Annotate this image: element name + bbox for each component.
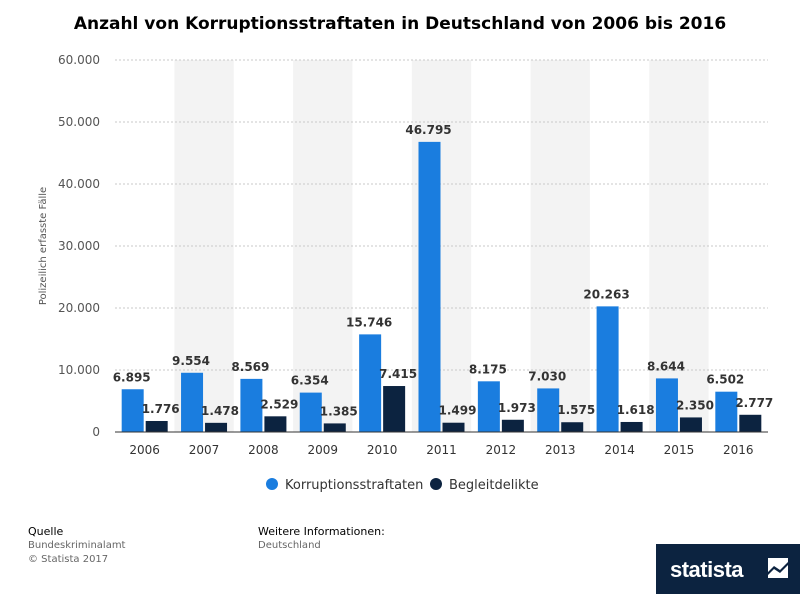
bar-korruption-2006[interactable] (121, 389, 144, 432)
data-label: 1.776 (142, 402, 180, 416)
x-tick-label: 2009 (307, 443, 338, 457)
gridlines (115, 59, 768, 371)
legend-marker (430, 478, 442, 490)
bar-korruption-2013[interactable] (537, 388, 560, 432)
data-label: 2.777 (735, 396, 773, 410)
legend-label[interactable]: Begleitdelikte (449, 478, 539, 493)
data-label: 8.644 (647, 359, 685, 373)
info-text: Deutschland (258, 540, 321, 551)
x-tick-label: 2010 (367, 443, 398, 457)
x-tick-label: 2014 (604, 443, 635, 457)
bar-korruption-2010[interactable] (359, 334, 382, 432)
x-tick-label: 2006 (129, 443, 160, 457)
y-tick-label: 30.000 (58, 239, 100, 253)
data-label: 9.554 (172, 354, 210, 368)
legend-label[interactable]: Korruptionsstraftaten (285, 478, 423, 493)
bar-korruption-2008[interactable] (240, 378, 263, 432)
y-tick-label: 10.000 (58, 363, 100, 377)
logo-text: statista (670, 557, 744, 582)
data-label: 7.030 (528, 369, 566, 383)
bar-korruption-2012[interactable] (477, 381, 500, 432)
x-tick-label: 2012 (486, 443, 517, 457)
chart-title: Anzahl von Korruptionsstraftaten in Deut… (73, 14, 727, 34)
y-tick-label: 0 (92, 425, 100, 439)
bar-begleit-2013[interactable] (561, 422, 584, 432)
bar-korruption-2009[interactable] (299, 392, 322, 432)
data-label: 1.575 (557, 403, 595, 417)
data-label: 1.478 (201, 404, 239, 418)
bar-korruption-2014[interactable] (596, 306, 619, 432)
legend: Korruptionsstraftaten Begleitdelikte (266, 478, 539, 493)
statista-mark-icon (768, 558, 788, 578)
y-axis-ticks: 0 10.000 20.000 30.000 40.000 50.000 60.000 (58, 53, 100, 439)
y-axis-label: Polizeilich erfasste Fälle (38, 187, 49, 305)
data-label: 15.746 (346, 315, 392, 329)
bar-begleit-2008[interactable] (264, 416, 287, 432)
bar-begleit-2014[interactable] (620, 421, 643, 432)
data-label: 8.175 (469, 362, 507, 376)
data-label: 6.354 (291, 374, 329, 388)
y-tick-label: 50.000 (58, 115, 100, 129)
data-label: 7.415 (379, 367, 417, 381)
x-tick-label: 2007 (189, 443, 220, 457)
source-text: Bundeskriminalamt (28, 540, 126, 551)
y-tick-label: 20.000 (58, 301, 100, 315)
x-tick-label: 2016 (723, 443, 754, 457)
bar-begleit-2006[interactable] (145, 420, 168, 432)
data-label: 20.263 (583, 287, 629, 301)
bar-korruption-2007[interactable] (181, 372, 204, 432)
data-label: 1.973 (498, 401, 536, 415)
data-label: 1.385 (320, 404, 358, 418)
bars (121, 141, 762, 432)
bar-begleit-2012[interactable] (501, 419, 524, 432)
x-tick-label: 2013 (545, 443, 576, 457)
data-label: 2.350 (676, 398, 714, 412)
bar-begleit-2015[interactable] (679, 417, 702, 432)
legend-marker (266, 478, 278, 490)
copyright-text: © Statista 2017 (28, 554, 109, 565)
x-tick-label: 2008 (248, 443, 279, 457)
source-heading: Quelle (28, 525, 64, 538)
data-label: 6.895 (113, 370, 151, 384)
bar-begleit-2009[interactable] (323, 423, 346, 432)
x-tick-label: 2011 (426, 443, 457, 457)
bar-begleit-2010[interactable] (383, 386, 406, 432)
data-label: 8.569 (231, 360, 269, 374)
bar-begleit-2016[interactable] (739, 414, 762, 432)
data-label: 1.618 (617, 403, 655, 417)
data-label: 1.499 (439, 404, 477, 418)
info-heading[interactable]: Weitere Informationen: (258, 525, 385, 538)
bar-begleit-2007[interactable] (205, 422, 228, 432)
data-labels: 6.895 9.554 8.569 6.354 15.746 46.795 8.175 7.0… (113, 123, 774, 419)
data-label: 46.795 (405, 123, 451, 137)
y-tick-label: 60.000 (58, 53, 100, 67)
bar-korruption-2011[interactable] (418, 141, 441, 432)
x-tick-label: 2015 (664, 443, 695, 457)
data-label: 2.529 (260, 397, 298, 411)
bar-korruption-2015[interactable] (655, 378, 678, 432)
bar-begleit-2011[interactable] (442, 422, 465, 432)
bar-korruption-2016[interactable] (715, 391, 738, 432)
x-axis-ticks: 2006 2007 2008 2009 2010 2011 2012 2013 2014 2015… (129, 443, 753, 457)
column-band (293, 60, 353, 432)
y-tick-label: 40.000 (58, 177, 100, 191)
chart-area: 0 10.000 20.000 30.000 40.000 50.000 60.000 6.… (38, 53, 774, 493)
data-label: 6.502 (706, 373, 744, 387)
statista-logo[interactable]: statista (656, 544, 800, 594)
